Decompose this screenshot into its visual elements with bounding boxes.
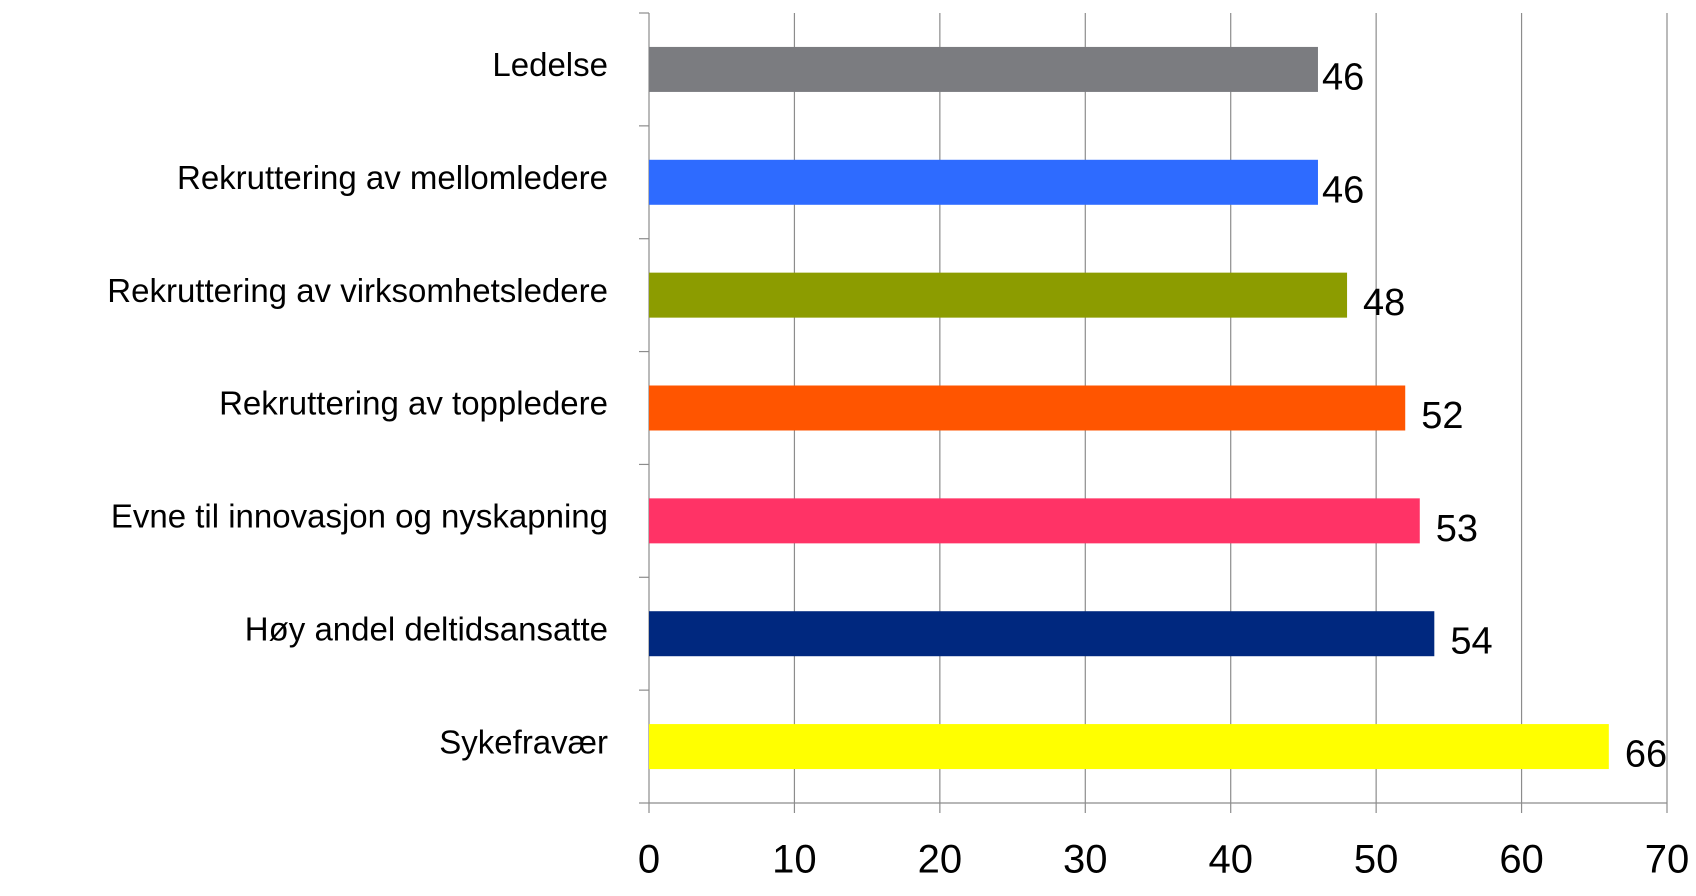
value-label: 46 [1322, 56, 1364, 98]
bar [649, 498, 1420, 544]
y-tick-label: Rekruttering av mellomledere [177, 159, 608, 196]
value-label: 54 [1450, 621, 1492, 663]
bar [649, 272, 1348, 318]
x-tick-label: 70 [1645, 838, 1690, 882]
bar [649, 611, 1435, 657]
x-tick-label: 60 [1499, 838, 1544, 882]
x-tick-label: 40 [1208, 838, 1253, 882]
value-label: 53 [1436, 508, 1478, 550]
x-tick-label: 30 [1063, 838, 1108, 882]
y-tick-label: Rekruttering av virksomhetsledere [107, 272, 608, 309]
x-tick-label: 20 [918, 838, 963, 882]
value-label: 46 [1322, 169, 1364, 211]
value-label: 66 [1625, 734, 1667, 776]
y-tick-label: Ledelse [492, 46, 608, 83]
bar [649, 724, 1609, 770]
value-label: 52 [1421, 395, 1463, 437]
bar [649, 159, 1318, 205]
y-tick-label: Evne til innovasjon og nyskapning [111, 498, 608, 535]
y-tick-label: Sykefravær [439, 723, 608, 760]
x-tick-label: 0 [638, 838, 660, 882]
y-tick-label: Høy andel deltidsansatte [245, 610, 608, 647]
x-tick-label: 50 [1354, 838, 1399, 882]
y-tick-label: Rekruttering av toppledere [219, 385, 608, 422]
bar [649, 385, 1406, 431]
x-tick-label: 10 [772, 838, 817, 882]
bar [649, 46, 1318, 92]
value-label: 48 [1363, 282, 1405, 324]
